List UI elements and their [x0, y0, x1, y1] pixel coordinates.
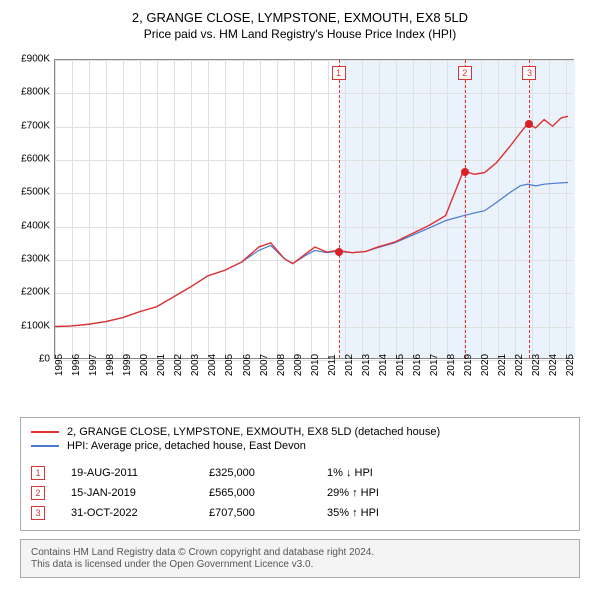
sale-row: 3 31-OCT-2022 £707,500 35% ↑ HPI — [31, 506, 569, 520]
chart-area: 1 2 3 £0 £100K £200K £300K £400K £500K £600K £700… — [10, 49, 590, 409]
x-tick-label: 2011 — [327, 354, 338, 376]
y-tick-label: £200K — [10, 287, 50, 298]
legend-panel: 2, GRANGE CLOSE, LYMPSTONE, EXMOUTH, EX8… — [20, 417, 580, 531]
x-tick-label: 2002 — [173, 354, 184, 376]
sale-dot — [335, 248, 343, 256]
x-tick-label: 2005 — [224, 354, 235, 376]
x-tick-label: 2017 — [429, 354, 440, 376]
series-hpi — [55, 182, 568, 326]
sale-delta: 35% ↑ HPI — [327, 507, 467, 519]
x-tick-label: 2021 — [497, 354, 508, 376]
y-tick-label: £700K — [10, 120, 50, 131]
sale-date: 31-OCT-2022 — [71, 507, 191, 519]
sale-dot — [525, 120, 533, 128]
chart-container: 2, GRANGE CLOSE, LYMPSTONE, EXMOUTH, EX8… — [0, 0, 600, 588]
series-property — [55, 116, 568, 326]
y-tick-label: £100K — [10, 320, 50, 331]
title-block: 2, GRANGE CLOSE, LYMPSTONE, EXMOUTH, EX8… — [10, 10, 590, 41]
sale-vline — [465, 60, 466, 358]
plot-area: 1 2 3 — [54, 59, 574, 359]
x-tick-label: 2001 — [156, 354, 167, 376]
y-tick-label: £800K — [10, 87, 50, 98]
x-tick-label: 1995 — [54, 354, 65, 376]
x-tick-label: 2020 — [480, 354, 491, 376]
x-tick-label: 2007 — [259, 354, 270, 376]
sale-delta: 29% ↑ HPI — [327, 487, 467, 499]
x-tick-label: 2019 — [463, 354, 474, 376]
x-tick-label: 2012 — [344, 354, 355, 376]
sale-date: 19-AUG-2011 — [71, 467, 191, 479]
footer-panel: Contains HM Land Registry data © Crown c… — [20, 539, 580, 578]
sale-row-marker: 3 — [31, 506, 45, 520]
legend-swatch — [31, 431, 59, 433]
footer-line-1: Contains HM Land Registry data © Crown c… — [31, 547, 569, 558]
x-tick-label: 2025 — [565, 354, 576, 376]
y-tick-label: £300K — [10, 254, 50, 265]
x-tick-label: 2008 — [276, 354, 287, 376]
sale-marker-box: 3 — [522, 66, 536, 80]
y-tick-label: £400K — [10, 220, 50, 231]
sale-price: £707,500 — [209, 507, 309, 519]
x-tick-label: 1998 — [105, 354, 116, 376]
legend-label: 2, GRANGE CLOSE, LYMPSTONE, EXMOUTH, EX8… — [67, 426, 440, 438]
sale-row-marker: 2 — [31, 486, 45, 500]
legend-label: HPI: Average price, detached house, East… — [67, 440, 306, 452]
x-tick-label: 1999 — [122, 354, 133, 376]
sale-marker-box: 2 — [458, 66, 472, 80]
y-tick-label: £500K — [10, 187, 50, 198]
x-tick-label: 2023 — [531, 354, 542, 376]
y-tick-label: £600K — [10, 154, 50, 165]
sale-row: 1 19-AUG-2011 £325,000 1% ↓ HPI — [31, 466, 569, 480]
x-tick-label: 2022 — [514, 354, 525, 376]
sale-delta: 1% ↓ HPI — [327, 467, 467, 479]
sale-marker-box: 1 — [332, 66, 346, 80]
sale-row: 2 15-JAN-2019 £565,000 29% ↑ HPI — [31, 486, 569, 500]
sale-dot — [461, 168, 469, 176]
x-tick-label: 2015 — [395, 354, 406, 376]
x-tick-label: 2024 — [548, 354, 559, 376]
x-tick-label: 2006 — [242, 354, 253, 376]
sale-vline — [529, 60, 530, 358]
x-tick-label: 2013 — [361, 354, 372, 376]
sale-price: £325,000 — [209, 467, 309, 479]
sale-vline — [339, 60, 340, 358]
chart-title: 2, GRANGE CLOSE, LYMPSTONE, EXMOUTH, EX8… — [10, 10, 590, 25]
x-tick-label: 2004 — [207, 354, 218, 376]
legend-row: HPI: Average price, detached house, East… — [31, 440, 569, 452]
sale-row-marker: 1 — [31, 466, 45, 480]
x-tick-label: 2000 — [139, 354, 150, 376]
sale-price: £565,000 — [209, 487, 309, 499]
x-tick-label: 2018 — [446, 354, 457, 376]
x-tick-label: 2010 — [310, 354, 321, 376]
footer-line-2: This data is licensed under the Open Gov… — [31, 559, 569, 570]
legend-swatch — [31, 445, 59, 447]
x-tick-label: 1996 — [71, 354, 82, 376]
x-tick-label: 2016 — [412, 354, 423, 376]
series-svg — [55, 60, 573, 358]
x-tick-label: 2003 — [190, 354, 201, 376]
y-tick-label: £900K — [10, 54, 50, 65]
legend-row: 2, GRANGE CLOSE, LYMPSTONE, EXMOUTH, EX8… — [31, 426, 569, 438]
x-tick-label: 1997 — [88, 354, 99, 376]
x-tick-label: 2009 — [293, 354, 304, 376]
x-tick-label: 2014 — [378, 354, 389, 376]
y-tick-label: £0 — [10, 354, 50, 365]
chart-subtitle: Price paid vs. HM Land Registry's House … — [10, 27, 590, 41]
sale-date: 15-JAN-2019 — [71, 487, 191, 499]
